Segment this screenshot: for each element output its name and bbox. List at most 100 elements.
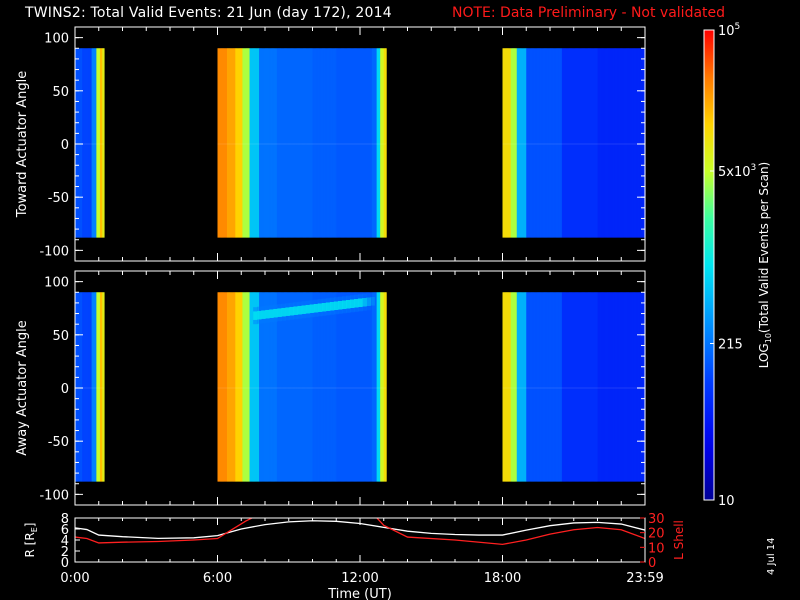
away-zero-streak (502, 387, 645, 389)
away-enhancement-core (289, 306, 295, 316)
away-column (96, 292, 99, 482)
away-enhancement-core (370, 297, 375, 306)
away-enhancement-core (329, 301, 335, 311)
toward-column (381, 48, 384, 238)
away-column (516, 292, 519, 482)
away-column (230, 292, 233, 482)
away-column (323, 292, 325, 482)
away-column (533, 292, 536, 482)
toward-column (369, 48, 372, 238)
toward-column (609, 48, 612, 238)
away-column (634, 292, 637, 482)
toward-column (370, 48, 373, 238)
away-enhancement-core (362, 298, 367, 307)
away-column (260, 292, 263, 482)
away-column (642, 292, 645, 482)
toward-column (95, 48, 97, 238)
away-column (367, 292, 369, 482)
away-column (374, 292, 377, 482)
away-column (631, 292, 634, 482)
toward-column (512, 48, 514, 238)
toward-column (219, 48, 222, 238)
toward-column (535, 48, 538, 238)
away-column (218, 292, 221, 482)
away-column (513, 292, 515, 482)
away-column (333, 292, 336, 482)
away-column (337, 292, 340, 482)
toward-column (586, 48, 589, 238)
away-column (311, 292, 314, 482)
away-column (330, 292, 333, 482)
away-column (338, 292, 341, 482)
away-column (583, 292, 586, 482)
away-enhancement-core (305, 304, 311, 314)
toward-column (342, 48, 344, 238)
away-column (99, 292, 102, 482)
toward-column (357, 48, 360, 238)
toward-column (618, 48, 621, 238)
away-enhancement-core (309, 304, 315, 313)
toward-column (517, 48, 520, 238)
toward-ytick-label: 50 (52, 85, 69, 100)
toward-column (231, 48, 234, 238)
away-column (341, 292, 343, 482)
away-column (83, 292, 86, 482)
away-column (622, 292, 625, 482)
away-column (585, 292, 588, 482)
away-segment-2 (502, 292, 646, 482)
away-column (503, 292, 506, 482)
toward-column (324, 48, 327, 238)
away-column (250, 292, 253, 482)
toward-ytick-label: -100 (39, 244, 69, 259)
toward-column (344, 48, 347, 238)
away-column (84, 292, 87, 482)
away-enhancement (253, 292, 375, 325)
toward-column (339, 48, 342, 238)
toward-column (327, 48, 330, 238)
toward-panel: 100 50 0 -50 -100 Toward Actuator Angle (15, 26, 646, 262)
toward-column (583, 48, 586, 238)
away-column (102, 292, 105, 482)
toward-column (516, 48, 519, 238)
toward-column (546, 48, 549, 238)
away-column (240, 292, 242, 482)
toward-column (566, 48, 569, 238)
toward-column (506, 48, 508, 238)
toward-column (636, 48, 639, 238)
away-column (608, 292, 610, 482)
away-column (94, 292, 96, 482)
toward-column (526, 48, 529, 238)
toward-ytick-label: 0 (61, 138, 69, 153)
toward-column (608, 48, 610, 238)
away-column (298, 292, 301, 482)
toward-column (346, 48, 349, 238)
away-column (300, 292, 303, 482)
away-column (504, 292, 507, 482)
away-column (244, 292, 247, 482)
away-column (576, 292, 578, 482)
away-column (596, 292, 599, 482)
toward-column (362, 48, 365, 238)
away-column (348, 292, 350, 482)
away-column (229, 292, 232, 482)
away-column (371, 292, 374, 482)
away-column (293, 292, 296, 482)
away-column (325, 292, 328, 482)
away-column (329, 292, 331, 482)
toward-column (286, 48, 289, 238)
toward-column (572, 48, 575, 238)
away-column (339, 292, 342, 482)
toward-column (637, 48, 640, 238)
away-column (314, 292, 317, 482)
toward-column (287, 48, 290, 238)
away-enhancement-core (273, 308, 278, 318)
away-column (623, 292, 626, 482)
away-segment-0 (75, 292, 105, 482)
time-tick-label: 12:00 (341, 571, 378, 586)
away-column (574, 292, 577, 482)
toward-column (103, 48, 105, 238)
toward-column (274, 48, 277, 238)
away-column (243, 292, 246, 482)
toward-column (514, 48, 517, 238)
toward-column (553, 48, 556, 238)
